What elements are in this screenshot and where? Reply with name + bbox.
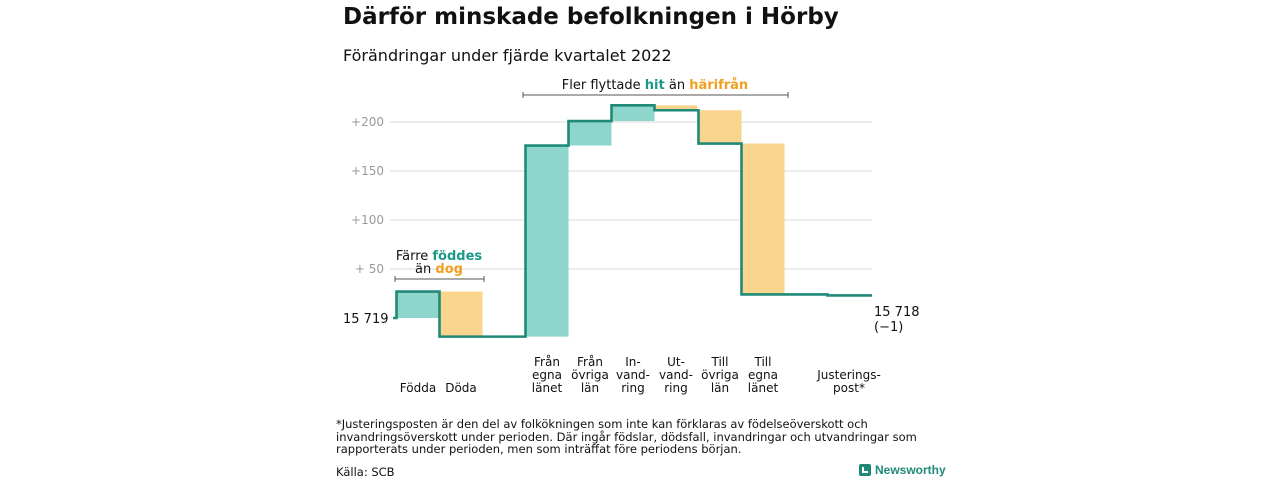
brand-name: Newsworthy	[875, 463, 946, 477]
bars	[396, 105, 871, 337]
annotation-part: dog	[435, 262, 463, 277]
cumulative-line	[393, 104, 872, 338]
annotation-part: Färre	[396, 249, 433, 264]
category-label: vand-	[616, 368, 650, 382]
category-label: län	[581, 381, 599, 395]
annotation-part: härifrån	[689, 78, 748, 93]
annotation-part: än	[665, 78, 689, 93]
category-label: egna	[532, 368, 562, 382]
category-label: Från	[534, 355, 560, 369]
category-label: övriga	[571, 368, 609, 382]
brand-logo: Newsworthy	[859, 463, 946, 477]
category-label: Döda	[445, 381, 477, 395]
grid-lines: +200 +150 +100 + 50	[351, 115, 872, 276]
annotation-bracket-migration	[522, 92, 789, 98]
annotation-part: Fler flyttade	[562, 78, 645, 93]
category-label: egna	[748, 368, 778, 382]
category-label: Justerings-	[816, 368, 881, 382]
category-label: Till	[711, 355, 729, 369]
newsworthy-logo-icon	[859, 464, 871, 476]
annotation-bracket-births	[394, 276, 485, 282]
chart-title: Därför minskade befolkningen i Hörby	[343, 4, 839, 30]
category-label: post*	[833, 381, 865, 395]
category-label: In-	[625, 355, 640, 369]
category-label: län	[711, 381, 729, 395]
bar-2	[525, 145, 569, 337]
footnote: *Justeringsposten är den del av folkökni…	[336, 417, 917, 456]
category-label: ring	[621, 381, 645, 395]
category-label: Ut-	[667, 355, 685, 369]
annotation-migration: Fler flyttade hit än härifrån	[562, 78, 748, 93]
start-value-label: 15 719	[343, 312, 389, 327]
bar-7	[741, 143, 785, 295]
bar-6	[698, 110, 742, 144]
step-line	[393, 104, 872, 338]
bar-1	[439, 291, 483, 337]
chart-subtitle: Förändringar under fjärde kvartalet 2022	[343, 46, 672, 65]
end-value-label: 15 718	[874, 305, 920, 320]
category-label: övriga	[701, 368, 739, 382]
annotation-births-line1: Färre föddes	[396, 249, 483, 264]
y-tick-label: +100	[351, 213, 384, 227]
annotation-part: hit	[645, 78, 665, 93]
annotation-part: än	[415, 262, 435, 277]
category-label: ring	[664, 381, 688, 395]
category-label: vand-	[659, 368, 693, 382]
y-tick-label: +200	[351, 115, 384, 129]
bar-0	[396, 291, 440, 318]
category-label: länet	[748, 381, 779, 395]
bar-3	[568, 121, 612, 146]
y-tick-label: + 50	[355, 262, 384, 276]
end-change-label: (−1)	[874, 320, 903, 335]
category-labels: 15 719 15 718(−1)Födda DödaFrånegnalänetFr…	[343, 305, 920, 395]
category-label: Från	[577, 355, 603, 369]
annotation-part: föddes	[432, 249, 482, 264]
y-tick-label: +150	[351, 164, 384, 178]
bar-4	[611, 105, 655, 122]
category-label: länet	[532, 381, 563, 395]
bar-5	[654, 105, 698, 111]
category-label: Till	[754, 355, 772, 369]
annotation-births-line2: än dog	[415, 262, 463, 277]
source-note: Källa: SCB	[336, 465, 395, 479]
category-label: Födda	[400, 381, 436, 395]
